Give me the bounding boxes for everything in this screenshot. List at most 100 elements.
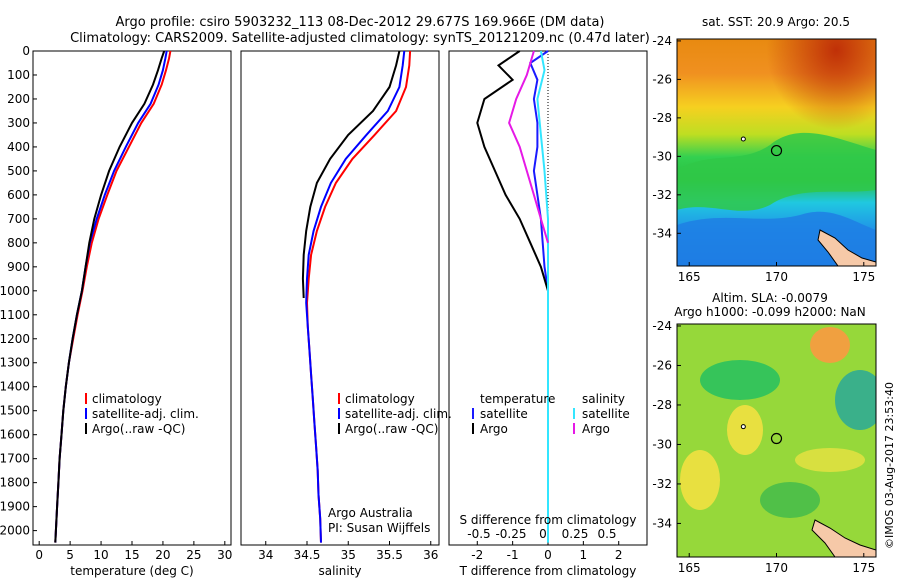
ytick-label: 1800 [0,476,30,490]
top-tick-label: 0.25 [562,527,589,541]
s-diff-label: S difference from climatology [460,513,637,527]
salinity-axes [240,50,440,546]
ytick-label: 400 [7,140,30,154]
series-line-salinity-argo [508,50,549,244]
legend-label-s-satellite: satellite [582,407,630,421]
temperature-lines [54,50,172,543]
xtick-label: 15 [124,548,139,562]
difference-panel: -2 -1 0 1 2 -0.5 -0.25 0 0.25 0.5 S difference f… [448,50,648,578]
sst-blue-region [677,211,876,266]
sla-map: Altim. SLA: -0.0079 Argo h1000: -0.099 h… [652,291,877,575]
salinity-xticks: 34 34.5 35 35.5 36 [258,541,438,562]
map-ytick-label: -32 [652,477,672,491]
legend-label-s-argo: Argo [582,422,610,436]
sla-blob [795,448,865,472]
sst-map-yticks: -24 -26 -28 -30 -32 -34 [652,34,681,240]
ytick-label: 100 [7,68,30,82]
ytick-label: 1500 [0,404,30,418]
temperature-legend: climatology satellite-adj. clim. Argo(..… [85,392,199,436]
ytick-label: 1400 [0,380,30,394]
sla-blob [835,370,876,430]
sla-blob [760,482,820,518]
ytick-label: 0 [22,44,30,58]
salinity-legend: climatology satellite-adj. clim. Argo(..… [338,392,452,436]
sst-map-title: sat. SST: 20.9 Argo: 20.5 [702,15,850,29]
sla-map-markers [740,424,783,445]
land-mass [817,229,876,266]
profile-location-marker [770,144,783,157]
series-line-argo-raw-qc [301,50,401,299]
sst-map-xticks: 165 170 175 [678,262,875,284]
ytick-label: 500 [7,164,30,178]
ytick-label: 1200 [0,332,30,346]
map-ytick-label: -30 [652,149,672,163]
legend-label-argo: Argo(..raw -QC) [345,422,438,436]
map-ytick-label: -26 [652,72,672,86]
legend-label-satellite: satellite-adj. clim. [345,407,452,421]
map-xtick-label: 175 [852,561,875,575]
argo-location-marker [740,136,746,142]
sla-blob [700,360,780,400]
sst-map: sat. SST: 20.9 Argo: 20.5 165 170 175 -24-… [652,15,877,284]
sst-green-tongue [677,132,876,211]
ytick-label: 900 [7,260,30,274]
sla-map-title: Altim. SLA: -0.0079 [712,291,828,305]
xtick-label: 34.5 [294,548,321,562]
map-ytick-label: -30 [652,437,672,451]
xtick-label: 34 [258,548,273,562]
xtick-label: 20 [155,548,170,562]
ytick-label: 700 [7,212,30,226]
sst-map-markers [740,136,783,157]
sla-map-subtitle: Argo h1000: -0.099 h2000: NaN [674,305,866,319]
t-diff-xlabel: T difference from climatology [459,564,637,578]
xtick-label: 10 [93,548,108,562]
series-line-satellite-adj-clim [305,50,406,543]
temperature-xlabel: temperature (deg C) [70,564,193,578]
xtick-label: -2 [471,548,483,562]
map-xtick-label: 170 [765,270,788,284]
ytick-label: 600 [7,188,30,202]
sla-blob [727,405,763,455]
map-xtick-label: 165 [678,561,701,575]
ytick-label: 2000 [0,524,30,538]
sla-map-xticks: 165 170 175 [678,553,875,575]
sla-blob [680,450,720,510]
header-line-2: Climatology: CARS2009. Satellite-adjuste… [70,31,650,46]
series-line-temperature-argo [476,50,549,292]
ytick-label: 1300 [0,356,30,370]
legend-label-climatology: climatology [345,392,415,406]
xtick-label: 2 [615,548,623,562]
ytick-label: 1000 [0,284,30,298]
series-line-argo-raw-qc [54,50,166,543]
xtick-label: 5 [66,548,74,562]
legend-label-climatology: climatology [92,392,162,406]
salinity-lines [301,50,412,543]
annotation-argo-australia: Argo Australia [328,506,413,520]
sla-blob [810,327,850,363]
ytick-label: 800 [7,236,30,250]
top-tick-label: 0 [539,527,547,541]
annotation-pi: PI: Susan Wijffels [328,521,430,535]
legend-header-temperature: temperature [480,392,555,406]
ytick-label: 1100 [0,308,30,322]
temperature-xticks: 0 5 10 15 20 25 30 [35,541,232,562]
ytick-label: 300 [7,116,30,130]
temperature-axes [32,50,232,546]
difference-top-ticks: -0.5 -0.25 0 0.25 0.5 [467,527,616,541]
map-xtick-label: 175 [852,270,875,284]
map-ytick-label: -24 [652,319,672,333]
xtick-label: 35 [341,548,356,562]
top-tick-label: 0.5 [597,527,616,541]
watermark: ©IMOS 03-Aug-2017 23:53:40 [883,382,896,549]
map-ytick-label: -34 [652,226,672,240]
difference-lines [476,50,549,543]
ytick-label: 200 [7,92,30,106]
map-xtick-label: 165 [678,270,701,284]
ytick-label: 1600 [0,428,30,442]
legend-header-salinity: salinity [582,392,625,406]
sla-map-yticks: -24 -26 -28 -30 -32 -34 [652,319,681,530]
xtick-label: -1 [507,548,519,562]
land-mass [811,519,876,557]
header-line-1: Argo profile: csiro 5903232_113 08-Dec-2… [116,15,605,30]
